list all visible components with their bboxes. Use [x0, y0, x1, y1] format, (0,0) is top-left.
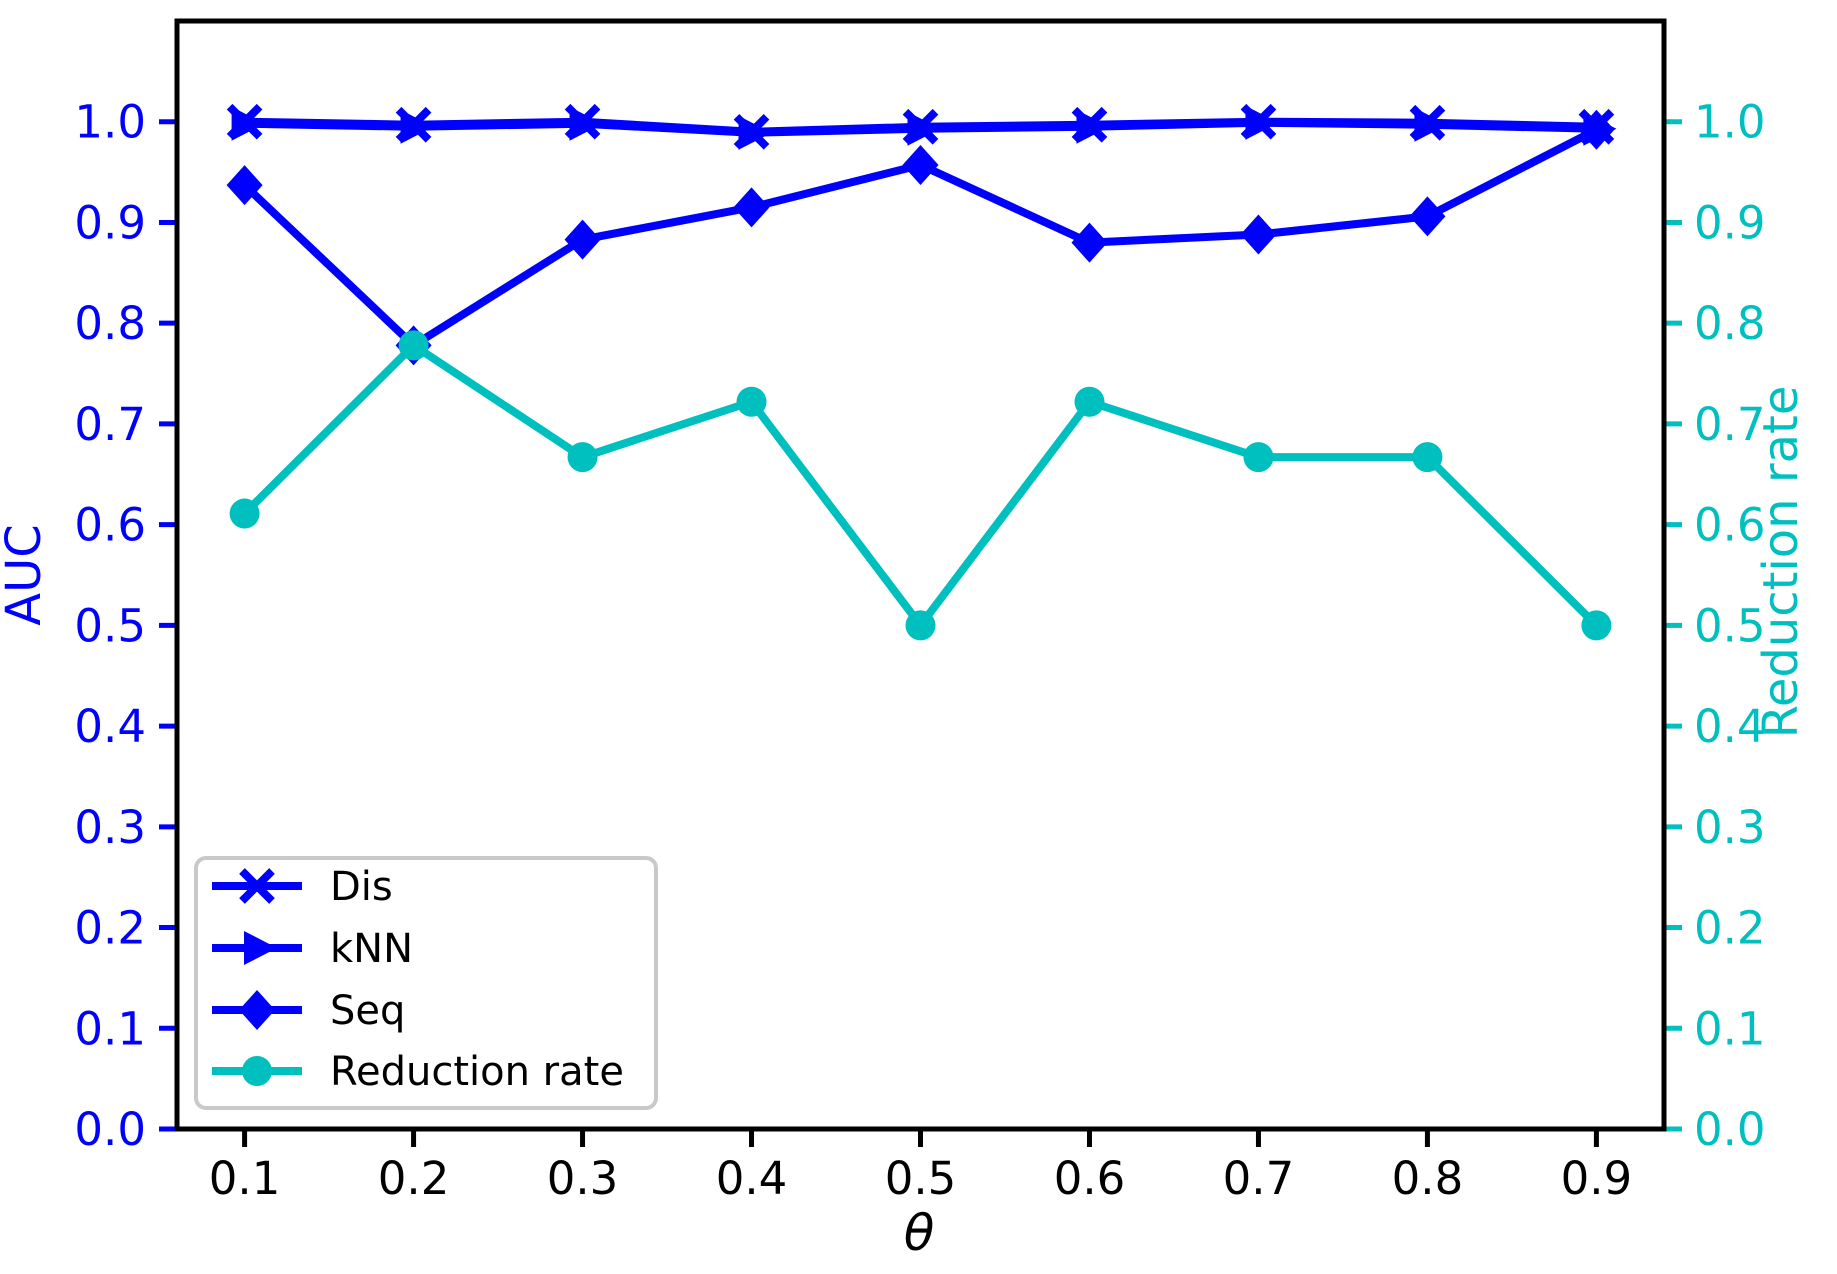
x-tick-label: 0.6 — [1054, 1152, 1126, 1205]
y-axis-left: 0.0 0.1 0.2 0.3 0.4 0.5 0.6 0.7 0.8 0.9 1.0 — [74, 96, 177, 1156]
marker-x — [733, 113, 770, 150]
y-tick-left-label: 0.6 — [74, 499, 146, 552]
marker-x — [1409, 104, 1446, 141]
y-tick-right-label: 0.2 — [1694, 902, 1766, 955]
marker-diamond — [733, 187, 770, 228]
legend-entry: Seq — [212, 988, 405, 1034]
y-tick-right-label: 0.7 — [1694, 398, 1766, 451]
series-line-reduction-rate — [241, 341, 1600, 630]
legend-label: Reduction rate — [330, 1049, 624, 1095]
marker-diamond — [1578, 109, 1615, 150]
legend: Dis kNN Seq Reduction rate — [194, 856, 658, 1110]
series-seq — [226, 109, 1615, 366]
x-axis: 0.1 0.2 0.3 0.4 0.5 0.6 0.7 0.8 0.9 — [209, 1129, 1632, 1205]
y-tick-right-label: 0.4 — [1694, 700, 1766, 753]
marker-circle — [736, 386, 767, 417]
legend-entry: kNN — [212, 926, 413, 972]
series-reduction-rate — [229, 330, 1612, 641]
marker-diamond — [1071, 222, 1108, 263]
y-tick-right-label: 0.9 — [1694, 196, 1766, 249]
series-dis — [226, 103, 1615, 150]
y-tick-left-label: 0.9 — [74, 196, 146, 249]
y-tick-right-label: 0.5 — [1694, 599, 1766, 652]
y-tick-left-label: 0.5 — [74, 599, 146, 652]
y-tick-right-label: 0.1 — [1694, 1002, 1766, 1055]
legend-marker — [242, 1056, 272, 1086]
y-axis-right: 0.0 0.1 0.2 0.3 0.4 0.5 0.6 0.7 0.8 0.9 1.0 — [1664, 96, 1766, 1156]
y-tick-left-label: 0.3 — [74, 801, 146, 854]
marker-circle — [1581, 610, 1612, 641]
legend-marker — [239, 868, 275, 904]
marker-circle — [229, 498, 260, 529]
legend-label: kNN — [330, 926, 413, 972]
legend-marker — [244, 931, 277, 965]
x-tick-label: 0.2 — [378, 1152, 450, 1205]
x-tick-label: 0.9 — [1561, 1152, 1633, 1205]
marker-x — [902, 108, 939, 145]
marker-diamond — [226, 165, 263, 206]
x-tick-label: 0.7 — [1223, 1152, 1295, 1205]
y-tick-left-label: 0.0 — [74, 1103, 146, 1156]
legend-label: Seq — [330, 988, 405, 1034]
marker-diamond — [1409, 196, 1446, 237]
y-tick-left-label: 0.1 — [74, 1002, 146, 1055]
y-tick-left-label: 0.7 — [74, 398, 146, 451]
x-tick-label: 0.8 — [1392, 1152, 1464, 1205]
y-tick-right-label: 0.8 — [1694, 297, 1766, 350]
plot-area: 0.1 0.2 0.3 0.4 0.5 0.6 0.7 0.8 0.90.00.10.20.30… — [74, 18, 1766, 1205]
legend-label: Dis — [330, 864, 393, 910]
marker-x — [1240, 103, 1277, 140]
marker-circle — [1074, 386, 1105, 417]
y-tick-left-label: 0.2 — [74, 902, 146, 955]
marker-x — [1071, 106, 1108, 143]
marker-diamond — [564, 219, 601, 260]
x-tick-label: 0.5 — [885, 1152, 957, 1205]
y-tick-right-label: 0.0 — [1694, 1103, 1766, 1156]
marker-x — [395, 106, 432, 143]
marker-diamond — [902, 145, 939, 186]
y-tick-left-label: 0.4 — [74, 700, 146, 753]
y-axis-label-left: AUC — [0, 524, 52, 625]
y-tick-right-label: 0.3 — [1694, 801, 1766, 854]
marker-x — [564, 103, 601, 140]
x-tick-label: 0.3 — [547, 1152, 619, 1205]
y-tick-left-label: 1.0 — [74, 96, 146, 149]
plot-border — [174, 18, 1667, 1132]
marker-diamond — [1240, 214, 1277, 255]
x-tick-label: 0.4 — [716, 1152, 788, 1205]
legend-entry: Reduction rate — [212, 1049, 624, 1095]
x-tick-label: 0.1 — [209, 1152, 281, 1205]
legend-box — [194, 856, 658, 1110]
legend-entry: Dis — [212, 864, 393, 910]
legend-marker — [239, 990, 275, 1030]
marker-circle — [1412, 442, 1443, 473]
y-axis-label-right: Reduction rate — [1753, 386, 1809, 739]
marker-circle — [398, 330, 429, 361]
marker-circle — [1243, 442, 1274, 473]
y-tick-left-label: 0.8 — [74, 297, 146, 350]
y-tick-right-label: 1.0 — [1694, 96, 1766, 149]
marker-circle — [905, 610, 936, 641]
marker-x — [226, 103, 263, 140]
marker-circle — [567, 442, 598, 473]
x-axis-label: θ — [904, 1204, 935, 1262]
y-tick-right-label: 0.6 — [1694, 499, 1766, 552]
